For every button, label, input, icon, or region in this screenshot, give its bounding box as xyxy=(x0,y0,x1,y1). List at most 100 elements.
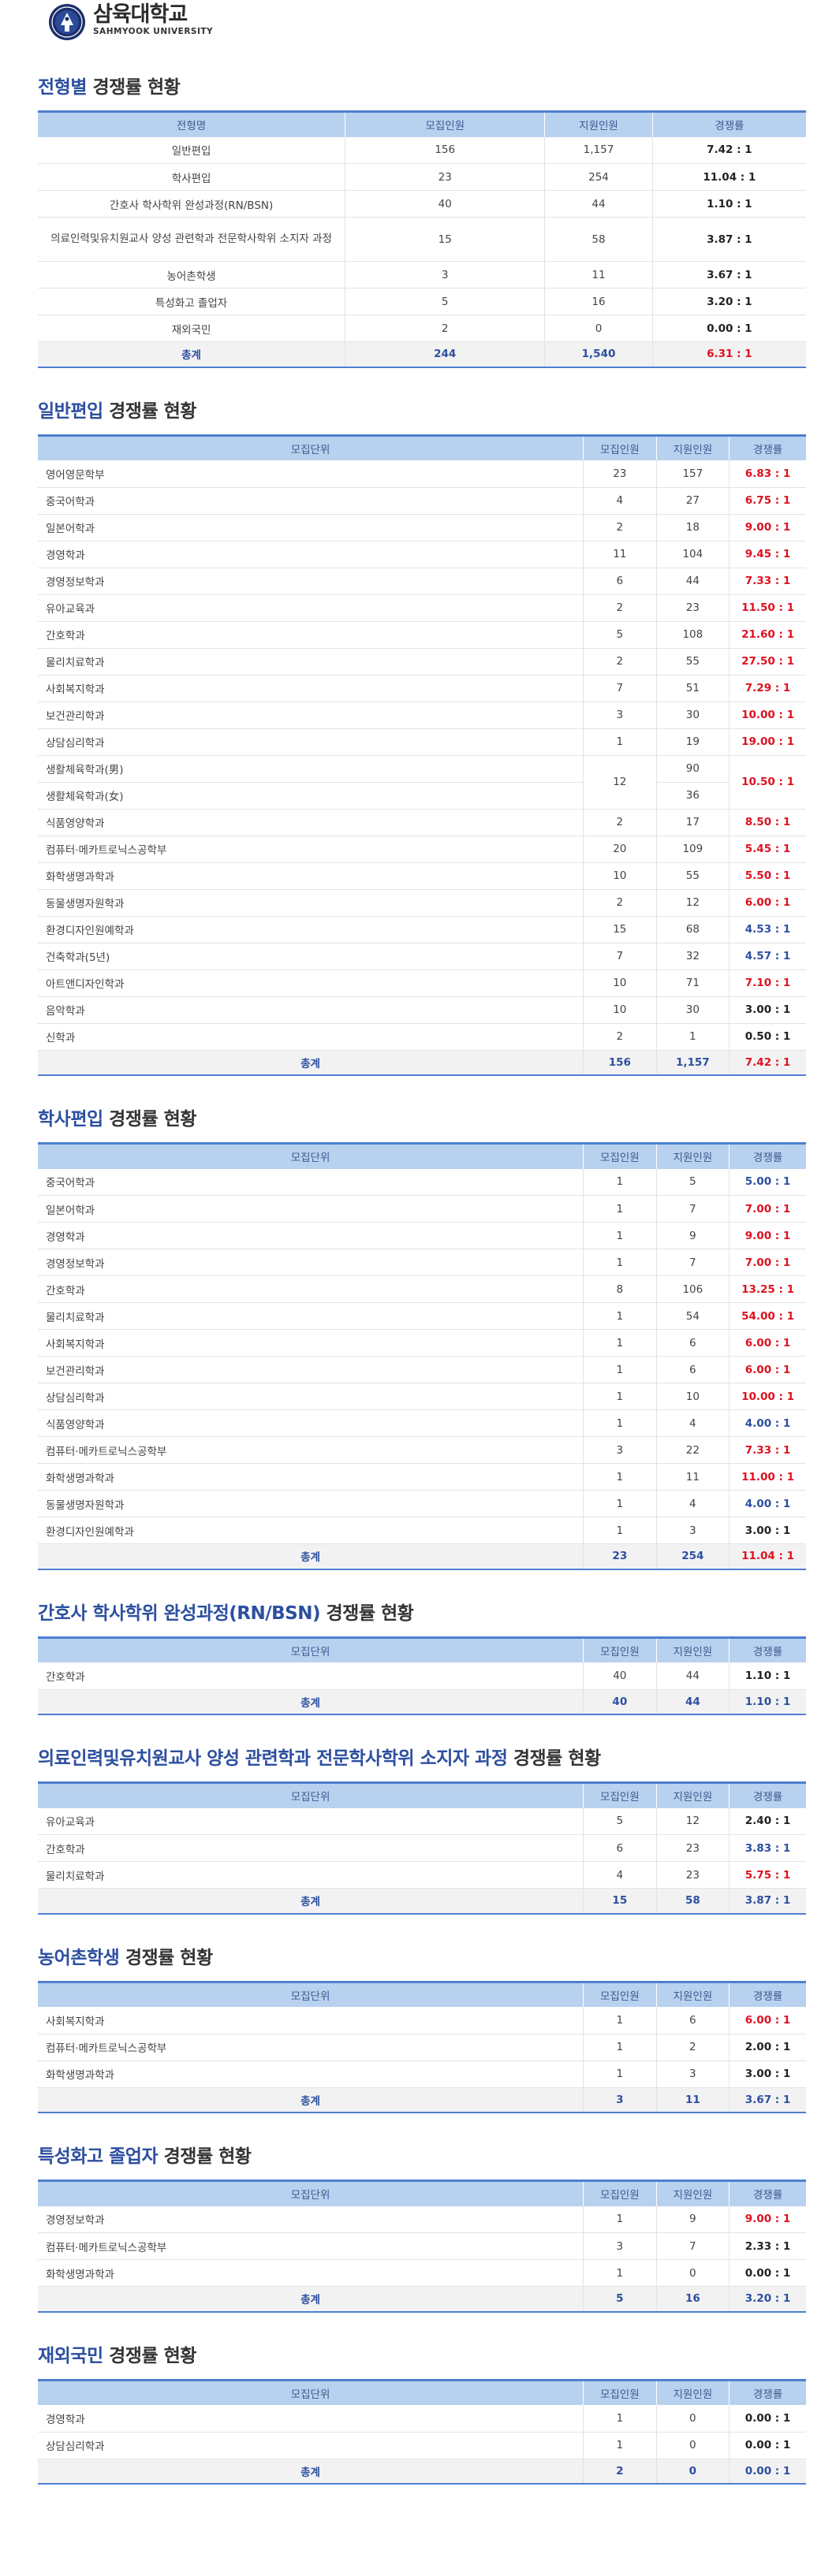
unit-name-cell: 화학생명과학과 xyxy=(38,2060,584,2088)
col-header: 경쟁률 xyxy=(729,1782,806,1808)
ratio-cell: 0.00 : 1 xyxy=(729,2259,806,2287)
quota-cell: 1 xyxy=(583,1409,657,1437)
applicants-cell: 71 xyxy=(655,970,730,997)
unit-name-cell: 생활체육학과(女) xyxy=(38,782,584,810)
table-row: 영어영문학부 23 157 6.83 : 1 xyxy=(38,460,806,488)
total-row: 총계 156 1,157 7.42 : 1 xyxy=(38,1050,806,1076)
unit-name-cell: 경영학과 xyxy=(38,541,584,568)
table-row: 보건관리학과 3 30 10.00 : 1 xyxy=(38,702,806,729)
quota-cell: 6 xyxy=(583,1834,657,1862)
table-row: 컴퓨터·메카트로닉스공학부 3 7 2.33 : 1 xyxy=(38,2232,806,2260)
applicants-cell: 23 xyxy=(655,1861,730,1889)
applicants-cell: 3 xyxy=(655,1517,730,1544)
total-row: 총계 40 44 1.10 : 1 xyxy=(38,1689,806,1715)
table-row: 식품영양학과 1 4 4.00 : 1 xyxy=(38,1409,806,1437)
ratio-cell: 3.83 : 1 xyxy=(729,1834,806,1862)
table-row: 경영정보학과 6 44 7.33 : 1 xyxy=(38,568,806,595)
ratio-cell: 3.67 : 1 xyxy=(651,261,806,288)
ratio-cell: 11.50 : 1 xyxy=(729,594,806,622)
quota-cell: 3 xyxy=(583,2232,657,2260)
table-row: 경영학과 11 104 9.45 : 1 xyxy=(38,541,806,568)
ratio-cell: 9.45 : 1 xyxy=(729,541,806,568)
logo-text[interactable]: 삼육대학교 SAHMYOOK UNIVERSITY xyxy=(93,3,213,37)
ratio-cell: 7.29 : 1 xyxy=(729,675,806,702)
quota-cell: 1 xyxy=(583,1383,657,1410)
applicants-cell: 6 xyxy=(655,1356,730,1383)
applicants-cell: 0 xyxy=(655,2432,730,2459)
quota-cell: 1 xyxy=(583,2206,657,2233)
unit-name-cell: 화학생명과학과 xyxy=(38,862,584,890)
quota-cell: 11 xyxy=(583,541,657,568)
applicants-cell: 23 xyxy=(655,594,730,622)
applicants-cell: 30 xyxy=(655,702,730,729)
applicants-cell: 0 xyxy=(655,2405,730,2433)
quota-cell: 5 xyxy=(583,1807,657,1835)
quota-cell: 1 xyxy=(583,728,657,756)
applicants-cell: 0 xyxy=(655,2459,730,2485)
section-overseas: 재외국민 경쟁률 현황 모집단위 모집인원 지원인원 경쟁률 경영학과 1 0 0.0… xyxy=(38,2344,806,2485)
section-summary: 전형별 경쟁률 현황 전형명 모집인원 지원인원 경쟁률 일반편입 156 1,15… xyxy=(38,76,806,368)
applicants-cell: 1,540 xyxy=(544,341,653,367)
ratio-cell: 6.00 : 1 xyxy=(729,2007,806,2034)
quota-cell: 244 xyxy=(345,341,545,367)
applicants-cell: 27 xyxy=(655,487,730,515)
quota-cell: 40 xyxy=(583,1689,657,1715)
quota-cell: 7 xyxy=(583,675,657,702)
section-title: 학사편입 경쟁률 현황 xyxy=(38,1109,196,1130)
quota-cell: 1 xyxy=(583,1302,657,1330)
unit-name-cell: 간호사 학사학위 완성과정(RN/BSN) xyxy=(38,190,345,218)
applicants-cell: 3 xyxy=(655,2060,730,2088)
unit-name-cell: 간호학과 xyxy=(38,1834,584,1862)
table-row: 신학과 2 1 0.50 : 1 xyxy=(38,1023,806,1051)
ratio-cell: 10.00 : 1 xyxy=(729,702,806,729)
ratio-cell: 4.00 : 1 xyxy=(729,1490,806,1517)
section-vocational: 특성화고 졸업자 경쟁률 현황 모집단위 모집인원 지원인원 경쟁률 경영정보학… xyxy=(38,2145,806,2313)
ratio-cell: 9.00 : 1 xyxy=(729,2206,806,2233)
applicants-cell: 1,157 xyxy=(655,1050,730,1076)
unit-name-cell: 동물생명자원학과 xyxy=(38,1490,584,1517)
quota-cell: 2 xyxy=(583,809,657,836)
col-header: 지원인원 xyxy=(655,435,730,460)
quota-cell: 1 xyxy=(583,1356,657,1383)
applicants-cell: 12 xyxy=(655,1807,730,1835)
quota-cell: 1 xyxy=(583,1222,657,1249)
unit-name-cell: 컴퓨터·메카트로닉스공학부 xyxy=(38,1436,584,1464)
unit-name-cell: 화학생명과학과 xyxy=(38,1463,584,1491)
quota-cell: 3 xyxy=(345,261,545,288)
unit-name-cell: 컴퓨터·메카트로닉스공학부 xyxy=(38,836,584,863)
quota-cell: 1 xyxy=(583,2432,657,2459)
table-row: 간호학과 5 108 21.60 : 1 xyxy=(38,621,806,649)
quota-cell: 1 xyxy=(583,1195,657,1223)
unit-name-cell: 물리치료학과 xyxy=(38,1302,584,1330)
quota-cell: 1 xyxy=(583,1249,657,1276)
quota-cell: 2 xyxy=(345,315,545,342)
col-header: 모집단위 xyxy=(38,1782,584,1808)
unit-name-cell: 화학생명과학과 xyxy=(38,2259,584,2287)
quota-cell: 2 xyxy=(583,514,657,542)
ratio-cell: 6.83 : 1 xyxy=(729,460,806,488)
section-title: 특성화고 졸업자 경쟁률 현황 xyxy=(38,2146,252,2167)
quota-cell: 6 xyxy=(583,568,657,595)
quota-cell: 1 xyxy=(583,1517,657,1544)
quota-cell: 4 xyxy=(583,1861,657,1889)
applicants-cell: 6 xyxy=(655,1329,730,1357)
unit-name-cell: 학사편입 xyxy=(38,163,345,191)
applicants-cell: 90 xyxy=(655,755,730,783)
ratio-cell: 7.10 : 1 xyxy=(729,970,806,997)
applicants-cell: 4 xyxy=(655,1409,730,1437)
ratio-cell: 3.20 : 1 xyxy=(651,288,806,315)
table-row: 중국어학과 4 27 6.75 : 1 xyxy=(38,487,806,515)
unit-name-cell: 상담심리학과 xyxy=(38,728,584,756)
quota-cell: 40 xyxy=(345,190,545,218)
unit-name-cell: 환경디자인원예학과 xyxy=(38,916,584,944)
applicants-cell: 44 xyxy=(655,568,730,595)
col-header: 경쟁률 xyxy=(729,1637,806,1662)
unit-name-cell: 사회복지학과 xyxy=(38,1329,584,1357)
applicants-cell: 55 xyxy=(655,862,730,890)
unit-name-cell: 간호학과 xyxy=(38,1275,584,1303)
section-general: 일반편입 경쟁률 현황 모집단위 모집인원 지원인원 경쟁률 영어영문학부 23 1… xyxy=(38,400,806,1076)
ratio-cell: 4.53 : 1 xyxy=(729,916,806,944)
quota-cell: 1 xyxy=(583,1168,657,1196)
table-row: 일본어학과 2 18 9.00 : 1 xyxy=(38,514,806,542)
table-row: 유아교육과 2 23 11.50 : 1 xyxy=(38,594,806,622)
